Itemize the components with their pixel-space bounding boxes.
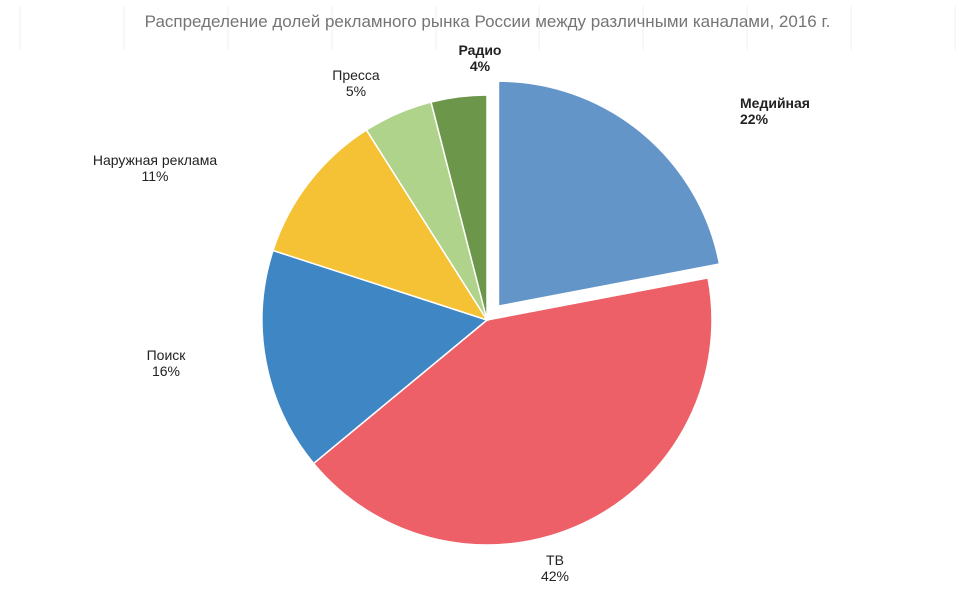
pie-slices	[262, 81, 719, 545]
chart-container: Распределение долей рекламного рынка Рос…	[0, 0, 975, 604]
slice-label: ТВ42%	[541, 552, 569, 584]
pie-chart: Медийная22% ТВ42% Поиск16% Наружная реклама…	[0, 0, 975, 604]
chart-title: Распределение долей рекламного рынка Рос…	[0, 12, 975, 32]
slice-label: Наружная реклама11%	[93, 152, 217, 184]
slice-label: Пресса5%	[332, 67, 380, 99]
slice-label: Поиск16%	[147, 347, 187, 379]
slice-label: Радио4%	[459, 42, 502, 74]
pie-slice	[498, 81, 719, 306]
slice-label: Медийная22%	[740, 95, 810, 127]
